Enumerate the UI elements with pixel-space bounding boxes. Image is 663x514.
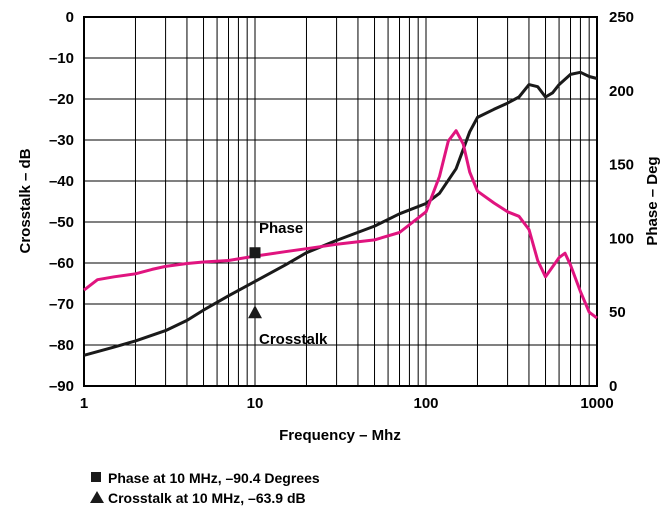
y-tick-label: –20 <box>49 91 74 108</box>
y2-tick-label: 150 <box>609 157 634 174</box>
y-axis-title: Crosstalk – dB <box>17 148 34 253</box>
phase-marker <box>249 247 261 259</box>
y-tick-label: –70 <box>49 296 74 313</box>
crosstalk-marker <box>248 305 262 319</box>
y2-tick-label: 50 <box>609 304 626 321</box>
legend-item-crosstalk: Crosstalk at 10 MHz, –63.9 dB <box>90 488 320 508</box>
legend-square-marker <box>90 470 108 486</box>
y-tick-label: –10 <box>49 50 74 67</box>
tick-labels: 1 10 100 10000–10–20–30–40–50–60–70–80–9025… <box>49 9 634 412</box>
x-tick-label: 10 <box>247 395 264 412</box>
y-tick-label: 0 <box>66 9 74 26</box>
legend: Phase at 10 MHz, –90.4 Degrees Crosstalk… <box>90 468 320 508</box>
series-layer <box>83 70 598 357</box>
series-line-phase <box>83 129 598 320</box>
x-tick-label: 1000 <box>580 395 613 412</box>
y-tick-label: –40 <box>49 173 74 190</box>
y2-tick-label: 0 <box>609 378 617 395</box>
y2-tick-label: 100 <box>609 230 634 247</box>
y-tick-label: –30 <box>49 132 74 149</box>
x-tick-label: 100 <box>413 395 438 412</box>
y-tick-label: –80 <box>49 337 74 354</box>
plot-frame <box>83 16 598 387</box>
y2-tick-label: 250 <box>609 9 634 26</box>
y2-tick-label: 200 <box>609 83 634 100</box>
y-tick-label: –50 <box>49 214 74 231</box>
legend-triangle-marker <box>90 490 108 506</box>
legend-item-phase: Phase at 10 MHz, –90.4 Degrees <box>90 468 320 488</box>
series-line-crosstalk <box>83 70 598 357</box>
phase-annotation: Phase <box>259 220 303 237</box>
crosstalk-annotation: Crosstalk <box>259 331 328 348</box>
legend-crosstalk-text: Crosstalk at 10 MHz, –63.9 dB <box>108 490 306 506</box>
x-tick-label: 1 <box>80 395 88 412</box>
legend-phase-text: Phase at 10 MHz, –90.4 Degrees <box>108 470 320 486</box>
y2-axis-title: Phase – Deg <box>644 156 661 245</box>
y-tick-label: –90 <box>49 378 74 395</box>
y-tick-label: –60 <box>49 255 74 272</box>
grid <box>84 17 597 386</box>
annotation-markers: Phase Crosstalk <box>248 220 328 348</box>
x-axis-title: Frequency – Mhz <box>279 427 401 444</box>
